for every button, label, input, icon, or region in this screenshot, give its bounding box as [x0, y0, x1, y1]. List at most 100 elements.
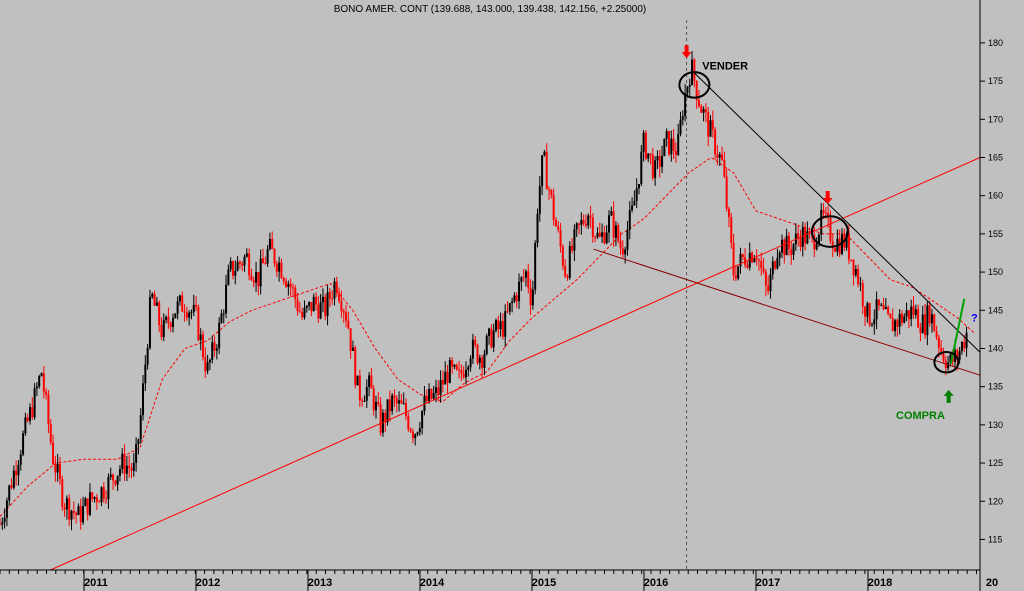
candle-body: [829, 217, 832, 242]
candle-body: [70, 510, 73, 520]
candle-body: [144, 364, 147, 384]
candle-body: [437, 387, 440, 396]
candle-body: [407, 416, 410, 430]
candle-body: [965, 332, 968, 349]
candle-body: [681, 116, 684, 120]
candle-body: [559, 230, 562, 247]
candle-body: [54, 463, 57, 473]
candle-body: [331, 298, 334, 300]
candle-body: [746, 264, 749, 268]
candle-body: [790, 249, 793, 255]
candle-body: [912, 306, 915, 315]
candle-body: [930, 314, 933, 324]
candle-body: [91, 492, 94, 499]
candle-body: [155, 302, 158, 306]
candle-body: [737, 266, 740, 279]
candle-body: [418, 428, 421, 433]
candle-body: [700, 106, 703, 113]
candle-body: [859, 283, 862, 285]
candle-body: [471, 339, 474, 359]
candle-body: [444, 371, 447, 385]
candle-body: [898, 313, 901, 327]
candle-body: [840, 234, 843, 254]
candle-body: [614, 225, 617, 238]
candle-body: [727, 208, 730, 218]
candle-body: [801, 227, 804, 247]
candle-body: [411, 431, 414, 439]
candle-body: [536, 213, 539, 244]
candle-body: [121, 453, 124, 470]
candle-body: [400, 400, 403, 404]
x-tick-label: 2018: [868, 577, 892, 589]
candle-body: [298, 311, 301, 313]
x-tick-label: 2013: [308, 577, 332, 589]
candle-body: [663, 138, 666, 156]
candle-body: [631, 205, 634, 211]
candle-body: [220, 313, 223, 323]
candle-body: [499, 321, 502, 330]
candle-body: [949, 354, 952, 363]
candle-body: [128, 465, 131, 469]
candle-body: [192, 304, 195, 312]
y-tick-label: 160: [988, 191, 1003, 201]
candle-body: [195, 304, 198, 307]
candle-body: [365, 386, 368, 401]
candle-body: [686, 86, 689, 94]
candle-body: [395, 398, 398, 404]
candle-body: [24, 417, 27, 434]
candle-body: [326, 292, 329, 317]
candle-body: [5, 500, 8, 518]
candle-body: [333, 281, 336, 299]
candle-body: [328, 292, 331, 299]
candle-body: [518, 281, 521, 302]
highlight-circle: [810, 215, 849, 248]
candle-body: [370, 375, 373, 389]
candle-body: [854, 268, 857, 276]
candle-body: [644, 132, 647, 159]
candle-body: [125, 465, 128, 474]
candle-body: [621, 248, 624, 255]
candle-body: [42, 373, 45, 392]
candle-body: [704, 109, 707, 113]
candle-body: [635, 188, 638, 202]
candle-body: [63, 507, 66, 510]
candle-body: [441, 379, 444, 385]
candle-body: [123, 453, 126, 474]
candle-body: [847, 233, 850, 260]
candle-body: [386, 399, 389, 423]
candle-body: [402, 403, 405, 405]
candle-body: [776, 257, 779, 269]
candle-body: [573, 229, 576, 251]
candle-body: [674, 151, 677, 155]
candle-body: [165, 317, 168, 320]
candle-body: [596, 232, 599, 238]
candle-body: [688, 84, 691, 87]
candle-body: [35, 386, 38, 389]
candle-body: [684, 93, 687, 117]
candle-body: [425, 396, 428, 402]
candle-body: [303, 307, 306, 318]
candle-body: [474, 339, 477, 345]
candles-layer: [0, 51, 968, 531]
candle-body: [317, 304, 320, 319]
candle-body: [375, 401, 378, 411]
candle-body: [857, 268, 860, 285]
candle-body: [162, 319, 165, 337]
candle-body: [891, 318, 894, 332]
candle-body: [271, 239, 274, 250]
candle-body: [116, 475, 119, 485]
candle-body: [218, 322, 221, 349]
candle-body: [654, 160, 657, 179]
candle-body: [575, 223, 578, 230]
candle-body: [511, 301, 514, 304]
candle-body: [446, 371, 449, 383]
candle-body: [340, 300, 343, 312]
candle-body: [612, 211, 615, 238]
candle-body: [153, 293, 156, 306]
candle-body: [398, 400, 401, 404]
candle-body: [199, 334, 202, 341]
candle-body: [439, 379, 442, 396]
candle-body: [72, 510, 75, 513]
candle-body: [146, 347, 149, 365]
candle-body: [889, 313, 892, 319]
